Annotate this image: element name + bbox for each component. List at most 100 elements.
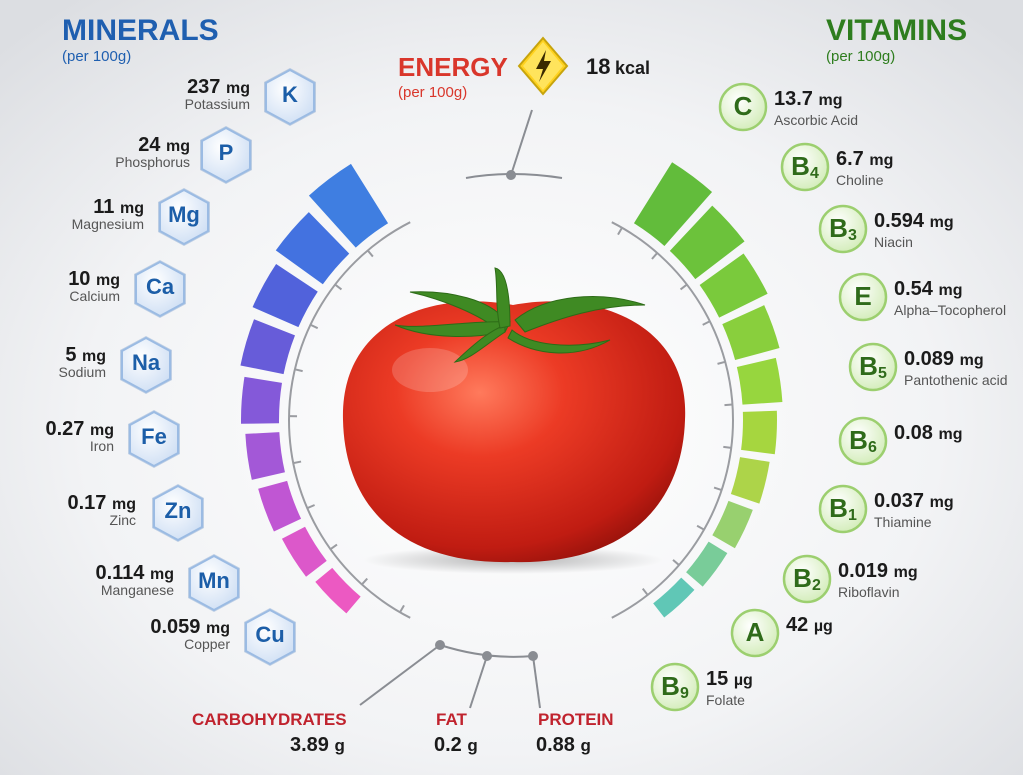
mineral-value: 11 mg	[93, 196, 144, 218]
vitamin-value: 42 µg	[786, 614, 833, 636]
vitamin-name: Thiamine	[874, 514, 932, 530]
mineral-symbol: P	[218, 140, 234, 165]
mineral-value: 10 mg	[68, 268, 120, 290]
mineral-symbol: Zn	[164, 498, 192, 523]
mineral-value: 0.17 mg	[67, 492, 137, 514]
vitamin-name: Pantothenic acid	[904, 372, 1008, 388]
mineral-symbol: Mn	[198, 568, 230, 593]
vitamins-title: VITAMINS	[826, 14, 968, 47]
vitamin-letter: B5	[859, 351, 887, 382]
vitamin-value: 0.594 mg	[874, 210, 954, 232]
macro-label-carbohydrates: CARBOHYDRATES	[192, 710, 347, 729]
mineral-bar	[252, 263, 318, 328]
mineral-symbol: Ca	[145, 274, 175, 299]
mineral-symbol: Na	[131, 350, 161, 375]
mineral-hexagon-icon: P	[198, 124, 254, 186]
energy-label: ENERGY	[398, 52, 508, 82]
mineral-name: Calcium	[69, 288, 120, 304]
mineral-hexagon-icon: Mn	[186, 552, 242, 614]
mineral-bar	[308, 163, 389, 248]
mineral-name: Phosphorus	[115, 154, 190, 170]
vitamin-circle-icon: B4	[780, 142, 830, 192]
minerals-title: MINERALS	[62, 14, 219, 47]
mineral-bar	[315, 567, 361, 614]
vitamin-circle-icon: B5	[848, 342, 898, 392]
vitamin-circle-icon: B9	[650, 662, 700, 712]
mineral-bar	[275, 212, 350, 285]
mineral-name: Sodium	[58, 364, 106, 380]
vitamin-letter: B1	[829, 493, 857, 524]
vitamin-letter: C	[733, 91, 753, 121]
vitamin-bar	[699, 253, 768, 318]
vitamin-letter: B9	[661, 671, 689, 702]
energy-value-group: 18 kcal	[586, 54, 650, 80]
vitamin-circle-icon: C	[718, 82, 768, 132]
vitamin-value: 0.037 mg	[874, 490, 954, 512]
vitamin-letter: B4	[791, 151, 819, 182]
mineral-name: Manganese	[100, 582, 174, 598]
vitamin-name: Folate	[706, 692, 745, 708]
vitamin-value: 15 µg	[706, 668, 753, 690]
mineral-name: Copper	[184, 636, 230, 652]
mineral-hexagon-icon: Cu	[242, 606, 298, 668]
vitamin-letter: E	[854, 281, 872, 311]
vitamin-bar	[730, 457, 770, 504]
vitamin-name: Alpha–Tocopherol	[894, 302, 1007, 318]
mineral-hexagon-icon: Na	[118, 334, 174, 396]
vitamin-name: Choline	[836, 172, 884, 188]
vitamin-bar	[669, 205, 745, 280]
macro-label-protein: PROTEIN	[538, 710, 614, 729]
vitamin-letter: A	[745, 617, 765, 647]
mineral-value: 0.059 mg	[150, 616, 230, 638]
mineral-value: 0.114 mg	[95, 562, 174, 584]
vitamin-bar	[722, 305, 780, 360]
mineral-value: 24 mg	[138, 134, 190, 156]
macro-label-fat: FAT	[436, 710, 467, 729]
mineral-bar	[245, 432, 285, 480]
mineral-value: 5 mg	[65, 344, 106, 366]
mineral-name: Magnesium	[71, 216, 144, 232]
vitamin-name: Riboflavin	[838, 584, 900, 600]
mineral-hexagon-icon: Ca	[132, 258, 188, 320]
mineral-hexagon-icon: Fe	[126, 408, 182, 470]
mineral-hexagon-icon: Zn	[150, 482, 206, 544]
mineral-name: Iron	[89, 438, 114, 454]
vitamin-value: 0.08 mg	[894, 422, 963, 444]
mineral-value: 237 mg	[187, 76, 250, 98]
mineral-bar	[240, 319, 295, 375]
energy-value: 18	[586, 54, 611, 79]
vitamin-circle-icon: B6	[838, 416, 888, 466]
mineral-name: Potassium	[184, 96, 250, 112]
vitamin-circle-icon: E	[838, 272, 888, 322]
vitamin-value: 13.7 mg	[774, 88, 843, 110]
vitamin-bar	[712, 500, 753, 549]
vitamins-subtitle: (per 100g)	[826, 48, 896, 65]
vitamin-value: 0.089 mg	[904, 348, 984, 370]
macro-value-fat: 0.2 g	[434, 734, 478, 756]
vitamin-bar	[686, 541, 728, 587]
mineral-name: Zinc	[109, 512, 136, 528]
vitamin-value: 0.54 mg	[894, 278, 963, 300]
mineral-hexagon-icon: Mg	[156, 186, 212, 248]
vitamin-bar	[736, 357, 783, 405]
energy-subtitle: (per 100g)	[398, 84, 468, 101]
vitamin-letter: B2	[793, 563, 821, 594]
energy-unit: kcal	[614, 58, 650, 78]
vitamin-bar	[653, 577, 695, 618]
macro-value-carbohydrates: 3.89 g	[290, 734, 345, 756]
vitamin-name: Niacin	[874, 234, 913, 250]
vitamin-circle-icon: B3	[818, 204, 868, 254]
mineral-hexagon-icon: K	[262, 66, 318, 128]
mineral-symbol: Mg	[168, 202, 200, 227]
vitamin-bar	[633, 162, 713, 246]
macro-value-protein: 0.88 g	[536, 734, 591, 756]
mineral-symbol: Cu	[255, 622, 285, 647]
vitamin-circle-icon: A	[730, 608, 780, 658]
mineral-symbol: Fe	[141, 424, 167, 449]
vitamin-letter: B3	[829, 213, 857, 244]
mineral-bar	[241, 376, 282, 424]
vitamin-circle-icon: B1	[818, 484, 868, 534]
vitamin-name: Ascorbic Acid	[774, 112, 859, 128]
minerals-subtitle: (per 100g)	[62, 48, 132, 65]
